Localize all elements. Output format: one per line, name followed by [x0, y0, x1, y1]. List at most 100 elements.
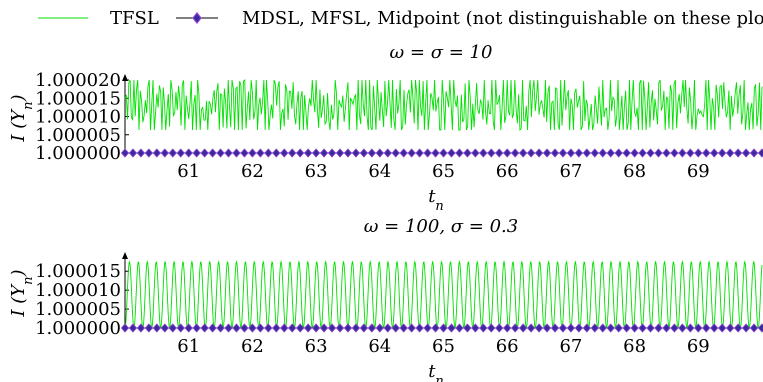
series-mdsl-marker	[614, 148, 623, 158]
panel-1-xlabel-text: tn	[428, 186, 444, 214]
x-tick-label: 63	[305, 161, 328, 182]
x-tick-label: 69	[687, 161, 710, 182]
series-mdsl-marker	[519, 148, 528, 158]
series-mdsl-marker	[574, 323, 583, 333]
series-mdsl-marker	[638, 148, 647, 158]
series-mdsl-marker	[312, 148, 321, 158]
panel-1-yaxis-label: I (Yn)	[8, 94, 36, 142]
series-mdsl-marker	[264, 148, 273, 158]
series-mdsl-marker	[144, 323, 153, 333]
series-mdsl-marker	[566, 323, 575, 333]
series-mdsl-marker	[200, 148, 209, 158]
series-mdsl-marker	[327, 148, 337, 158]
series-mdsl-marker	[120, 148, 130, 158]
series-mdsl-marker	[288, 148, 297, 158]
series-mdsl-marker	[654, 148, 663, 158]
y-axis-arrow-icon	[122, 252, 128, 259]
series-mdsl-marker	[359, 323, 368, 333]
series-mdsl-marker	[590, 148, 599, 158]
series-mdsl-marker	[678, 323, 687, 333]
series-mdsl-marker	[630, 148, 639, 158]
series-mdsl-marker	[431, 323, 440, 333]
x-tick-label: 62	[241, 161, 264, 182]
series-mdsl-marker	[726, 323, 735, 333]
series-mdsl-marker	[343, 323, 353, 333]
series-mdsl-marker	[710, 323, 719, 333]
series-mdsl-marker	[582, 323, 591, 333]
series-mdsl-marker	[160, 148, 169, 158]
series-mdsl-marker	[694, 323, 703, 333]
series-mdsl-marker	[439, 148, 448, 158]
series-mdsl-marker	[479, 323, 488, 333]
legend-diamond-marker-icon	[192, 12, 202, 24]
series-mdsl-marker	[479, 148, 488, 158]
series-mdsl-marker	[272, 323, 281, 333]
series-mdsl-marker	[240, 323, 249, 333]
series-mdsl-marker	[590, 323, 599, 333]
series-mdsl-marker	[232, 148, 241, 158]
series-mdsl-marker	[447, 148, 456, 158]
series-mdsl-marker	[128, 323, 138, 333]
x-tick-label: 61	[177, 336, 200, 357]
legend-mdsl-label: MDSL, MFSL, Midpoint (not distinguishabl…	[242, 8, 763, 29]
panel-2-xlabel: tn	[428, 361, 444, 382]
series-mdsl-marker	[558, 148, 568, 158]
series-mdsl-marker	[391, 148, 400, 158]
x-tick-label: 61	[177, 161, 200, 182]
series-mdsl-marker	[526, 148, 536, 158]
series-mdsl-marker	[558, 323, 568, 333]
series-mdsl-marker	[415, 148, 424, 158]
series-mdsl-marker	[192, 148, 201, 158]
series-mdsl-marker	[495, 148, 504, 158]
series-mdsl-marker	[208, 323, 217, 333]
series-mdsl-marker	[606, 148, 615, 158]
series-mdsl-marker	[670, 323, 679, 333]
series-mdsl-marker	[734, 148, 743, 158]
series-mdsl-marker	[757, 323, 763, 333]
series-mdsl-marker	[542, 323, 552, 333]
series-tfsl-line	[124, 260, 763, 330]
series-mdsl-marker	[216, 148, 225, 158]
series-mdsl-marker	[248, 148, 257, 158]
series-mdsl-marker	[662, 148, 671, 158]
series-mdsl-marker	[487, 323, 496, 333]
panel-1-plot: 1.0000001.0000051.0000101.0000151.000020…	[35, 70, 763, 182]
series-mdsl-marker	[351, 148, 361, 158]
series-mdsl-marker	[240, 148, 249, 158]
series-mdsl-marker	[503, 148, 512, 158]
series-mdsl-marker	[702, 148, 711, 158]
x-tick-label: 69	[687, 336, 710, 357]
series-mdsl-marker	[407, 148, 416, 158]
series-mdsl-marker	[415, 323, 424, 333]
y-tick-label: 1.000015	[35, 88, 121, 109]
series-mdsl-marker	[455, 148, 464, 158]
series-mdsl-marker	[646, 323, 655, 333]
series-mdsl-marker	[407, 323, 416, 333]
series-mdsl-marker	[319, 148, 329, 158]
y-tick-label: 1.000000	[35, 318, 121, 339]
series-mdsl-marker	[718, 323, 727, 333]
x-tick-label: 65	[432, 336, 455, 357]
series-mdsl-marker	[128, 148, 138, 158]
series-mdsl-marker	[280, 323, 289, 333]
series-mdsl-marker	[550, 323, 560, 333]
x-tick-label: 66	[496, 336, 519, 357]
y-tick-label: 1.000010	[35, 107, 121, 128]
series-mdsl-marker	[534, 148, 544, 158]
series-mdsl-marker	[375, 323, 384, 333]
series-mdsl-marker	[176, 148, 185, 158]
series-mdsl-marker	[526, 323, 536, 333]
series-mdsl-marker	[375, 148, 384, 158]
series-mdsl-marker	[662, 323, 671, 333]
series-mdsl-marker	[256, 148, 265, 158]
series-mdsl-marker	[184, 323, 193, 333]
series-mdsl-marker	[566, 148, 575, 158]
series-mdsl-marker	[399, 323, 408, 333]
y-tick-label: 1.000000	[35, 143, 121, 164]
series-mdsl-marker	[734, 323, 743, 333]
series-mdsl-marker	[383, 148, 392, 158]
series-mdsl-marker	[606, 323, 615, 333]
series-mdsl-marker	[678, 148, 687, 158]
x-tick-label: 65	[432, 161, 455, 182]
